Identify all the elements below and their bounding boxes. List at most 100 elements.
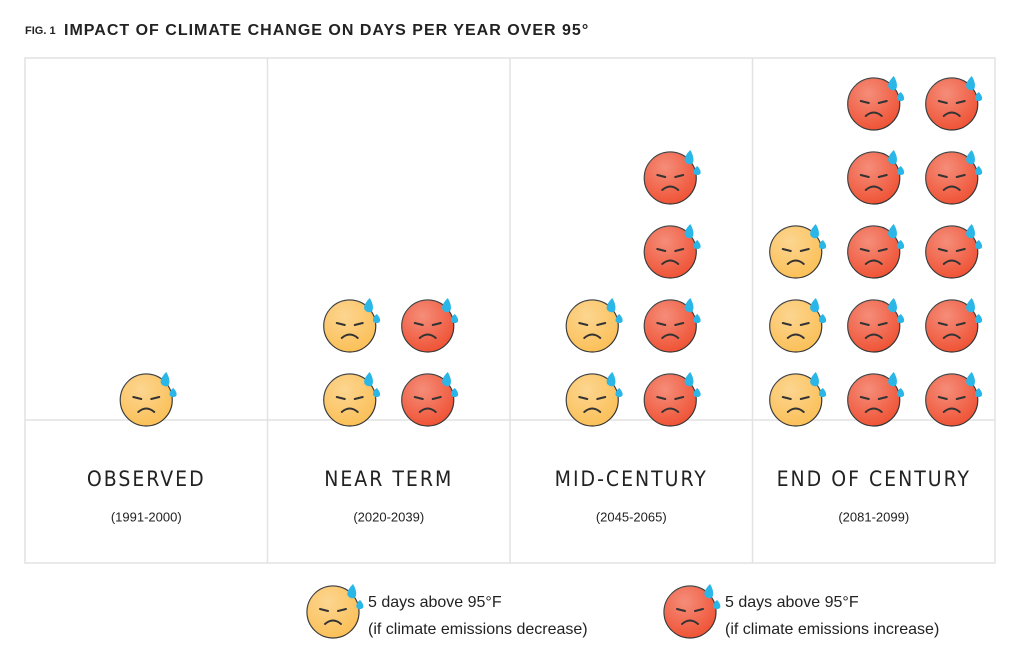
emoji-icon [643, 150, 701, 205]
eyes [859, 174, 888, 178]
eyes [676, 608, 704, 612]
sweat-drop [897, 240, 905, 249]
emoji-icon [643, 372, 701, 427]
emoji-icon [401, 372, 459, 427]
legend-description: (if climate emissions increase) [725, 621, 939, 638]
sweat-drop [442, 372, 451, 387]
shine [925, 78, 978, 130]
eyes [656, 322, 685, 326]
sweat-drop [897, 166, 905, 175]
eyes [413, 396, 442, 400]
shine [644, 152, 697, 204]
sweat-drop [347, 584, 357, 599]
sweat-drop [684, 150, 694, 165]
shine [847, 78, 900, 130]
shine [847, 226, 900, 278]
sweat-drop [615, 314, 623, 323]
emoji-icon [847, 224, 905, 279]
emoji-icon [847, 150, 905, 205]
sweat-drop [606, 298, 616, 313]
sweat-drop [966, 372, 975, 387]
sweat-drop [966, 224, 975, 239]
eyes [859, 100, 888, 104]
sweat-drop [451, 314, 459, 323]
mouth [661, 185, 680, 191]
sweat-drop [693, 166, 701, 175]
sweat-drop [684, 298, 694, 313]
sweat-drop [615, 388, 623, 397]
sweat-drop [819, 240, 827, 249]
shine [847, 152, 900, 204]
shine [925, 300, 978, 352]
sweat-drop [888, 76, 897, 91]
emoji-icon [643, 224, 701, 279]
mouth [786, 407, 805, 413]
emoji-icon [769, 224, 827, 279]
mouth [786, 333, 805, 339]
eyes [937, 248, 966, 252]
sweat-drop [888, 298, 897, 313]
emoji-icon [925, 372, 983, 427]
sweat-drop [897, 314, 905, 323]
sweat-drop [819, 314, 827, 323]
shine [644, 374, 697, 426]
emoji-icon [565, 298, 623, 353]
mouth [583, 333, 602, 339]
legend-icon [306, 584, 364, 639]
mouth [864, 111, 883, 117]
period-label: (2045-2065) [596, 509, 667, 524]
shine [847, 300, 900, 352]
shine [847, 374, 900, 426]
sweat-drop [684, 224, 694, 239]
eyes [937, 100, 966, 104]
emoji-icon [643, 298, 701, 353]
sweat-drop [888, 150, 897, 165]
sweat-drop [373, 314, 381, 323]
emoji-icon [925, 298, 983, 353]
mouth [942, 259, 961, 265]
legend-label: 5 days above 95°F [368, 594, 502, 611]
shine [323, 374, 376, 426]
legend-label: 5 days above 95°F [725, 594, 859, 611]
eyes [937, 396, 966, 400]
sweat-drop [364, 298, 373, 313]
shine [644, 226, 697, 278]
category-label: END OF CENTURY [777, 467, 971, 491]
emoji-icon [323, 372, 381, 427]
emoji-icon [847, 298, 905, 353]
sweat-drop [810, 372, 819, 387]
emoji-icon [847, 76, 905, 131]
sweat-drop [451, 388, 459, 397]
sweat-drop [888, 224, 897, 239]
mouth [418, 407, 437, 413]
sweat-drop [713, 600, 721, 609]
eyes [781, 396, 810, 400]
mouth [340, 333, 359, 339]
sweat-drop [364, 372, 373, 387]
sweat-drop [684, 372, 694, 387]
eyes [859, 322, 888, 326]
sweat-drop [966, 150, 975, 165]
sweat-drop [693, 314, 701, 323]
sweat-drop [819, 388, 827, 397]
eyes [859, 396, 888, 400]
sweat-drop [693, 388, 701, 397]
category-label: MID-CENTURY [555, 467, 708, 491]
eyes [335, 322, 364, 326]
sweat-drop [693, 240, 701, 249]
eyes [656, 174, 685, 178]
sweat-drop [810, 298, 819, 313]
sweat-drop [897, 388, 905, 397]
legend-description: (if climate emissions decrease) [368, 621, 588, 638]
category-label: NEAR TERM [324, 467, 453, 491]
mouth [942, 407, 961, 413]
shine [769, 300, 822, 352]
mouth [864, 185, 883, 191]
emoji-icon [323, 298, 381, 353]
shine [664, 586, 716, 638]
mouth [864, 333, 883, 339]
sweat-drop [975, 92, 983, 101]
shine [925, 374, 978, 426]
emoji-icon [401, 298, 459, 353]
